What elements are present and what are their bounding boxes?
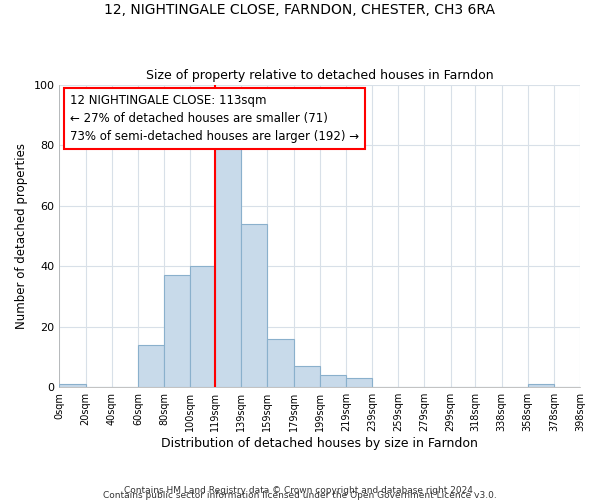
Bar <box>190 266 215 387</box>
X-axis label: Distribution of detached houses by size in Farndon: Distribution of detached houses by size … <box>161 437 478 450</box>
Bar <box>241 224 268 387</box>
Text: Contains public sector information licensed under the Open Government Licence v3: Contains public sector information licen… <box>103 491 497 500</box>
Bar <box>268 339 293 387</box>
Bar <box>215 133 241 387</box>
Title: Size of property relative to detached houses in Farndon: Size of property relative to detached ho… <box>146 69 494 82</box>
Text: 12 NIGHTINGALE CLOSE: 113sqm
← 27% of detached houses are smaller (71)
73% of se: 12 NIGHTINGALE CLOSE: 113sqm ← 27% of de… <box>70 94 359 142</box>
Y-axis label: Number of detached properties: Number of detached properties <box>15 143 28 329</box>
Text: Contains HM Land Registry data © Crown copyright and database right 2024.: Contains HM Land Registry data © Crown c… <box>124 486 476 495</box>
Bar <box>59 384 86 387</box>
Bar <box>164 275 190 387</box>
Text: 12, NIGHTINGALE CLOSE, FARNDON, CHESTER, CH3 6RA: 12, NIGHTINGALE CLOSE, FARNDON, CHESTER,… <box>104 2 496 16</box>
Bar <box>527 384 554 387</box>
Bar <box>138 345 164 387</box>
Bar <box>320 375 346 387</box>
Bar <box>293 366 320 387</box>
Bar <box>346 378 372 387</box>
